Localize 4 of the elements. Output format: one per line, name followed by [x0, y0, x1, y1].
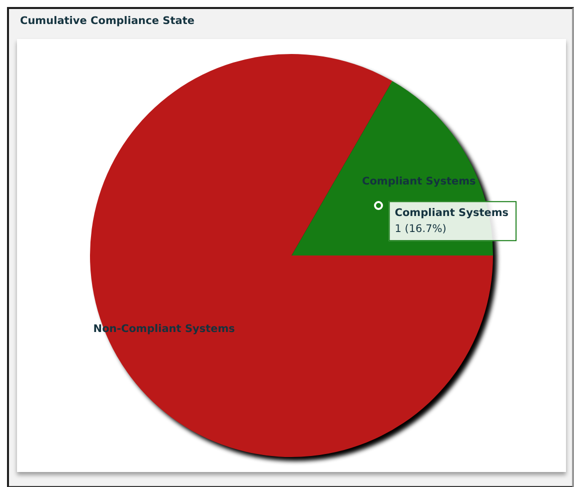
data-label: 1 (16.7%) — [394, 222, 446, 235]
chart-title: Cumulative Compliance State — [20, 15, 194, 27]
slice-label: Compliant Systems — [394, 206, 509, 219]
slice-label: Compliant Systems — [362, 176, 476, 188]
